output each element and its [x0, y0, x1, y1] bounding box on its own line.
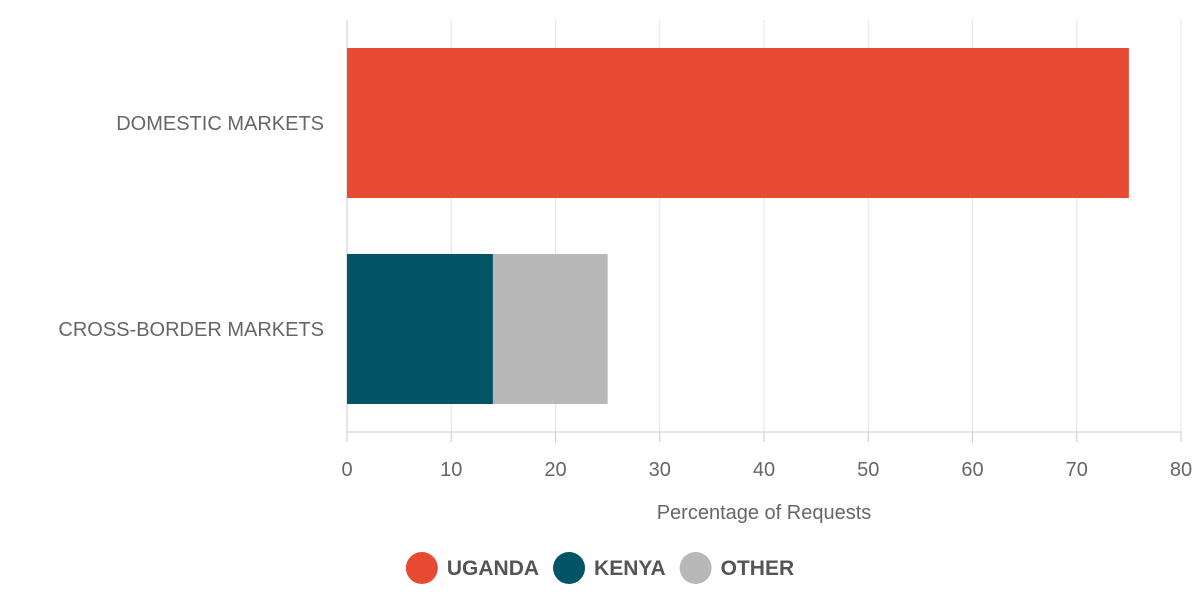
legend-swatch-uganda: [405, 552, 438, 584]
bar-uganda-domestic-markets: [347, 48, 1129, 198]
x-tick-label: 20: [544, 459, 566, 481]
x-tick-label: 10: [440, 459, 462, 481]
x-tick-label: 50: [857, 459, 879, 481]
x-tick-label: 70: [1066, 459, 1088, 481]
legend-label-kenya: KENYA: [594, 557, 666, 580]
x-tick-label: 60: [961, 459, 983, 481]
x-tick-label: 0: [341, 459, 352, 481]
legend-label-uganda: UGANDA: [447, 557, 539, 580]
x-axis-title: Percentage of Requests: [657, 502, 872, 524]
y-category-label: DOMESTIC MARKETS: [116, 113, 324, 135]
bars: [347, 48, 1129, 404]
legend-swatch-other: [679, 552, 712, 584]
x-tick-label: 40: [753, 459, 775, 481]
legend-label-other: OTHER: [721, 557, 795, 580]
y-category-label: CROSS-BORDER MARKETS: [58, 319, 324, 341]
bar-kenya-cross-border-markets: [347, 254, 493, 404]
x-tick-label: 30: [649, 459, 671, 481]
legend-swatch-kenya: [553, 552, 586, 584]
x-tick-label: 80: [1170, 459, 1192, 481]
legend: UGANDA KENYA OTHER: [405, 552, 795, 584]
axes: [346, 431, 1182, 442]
bar-other-cross-border-markets: [492, 254, 608, 404]
labels: 0 10 20 30 40 50 60 70 80 DOMESTIC MARKETS CROSS-B…: [58, 113, 1192, 524]
